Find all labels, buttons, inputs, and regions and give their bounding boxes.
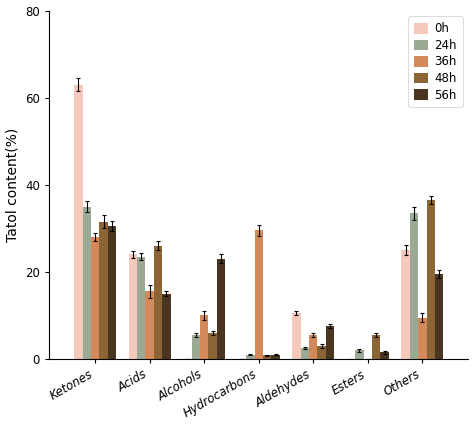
Bar (301, 348, 309, 359)
Bar (355, 350, 364, 359)
Bar (154, 246, 162, 359)
Bar (246, 354, 255, 359)
Bar (82, 207, 91, 359)
Bar (91, 237, 100, 359)
Bar (401, 250, 410, 359)
Bar (137, 256, 146, 359)
Bar (292, 313, 301, 359)
Bar (309, 335, 318, 359)
Y-axis label: Tatol content(%): Tatol content(%) (6, 128, 19, 242)
Bar (129, 254, 137, 359)
Bar (380, 352, 389, 359)
Bar (100, 222, 108, 359)
Bar (326, 326, 334, 359)
Bar (200, 315, 209, 359)
Bar (209, 333, 217, 359)
Bar (191, 335, 200, 359)
Bar (435, 274, 443, 359)
Bar (108, 226, 116, 359)
Legend: 0h, 24h, 36h, 48h, 56h: 0h, 24h, 36h, 48h, 56h (408, 17, 463, 107)
Bar (255, 230, 263, 359)
Bar (74, 85, 82, 359)
Bar (427, 200, 435, 359)
Bar (217, 259, 225, 359)
Bar (418, 317, 427, 359)
Bar (146, 291, 154, 359)
Bar (162, 294, 171, 359)
Bar (372, 335, 380, 359)
Bar (263, 355, 271, 359)
Bar (318, 346, 326, 359)
Bar (410, 213, 418, 359)
Bar (271, 354, 280, 359)
